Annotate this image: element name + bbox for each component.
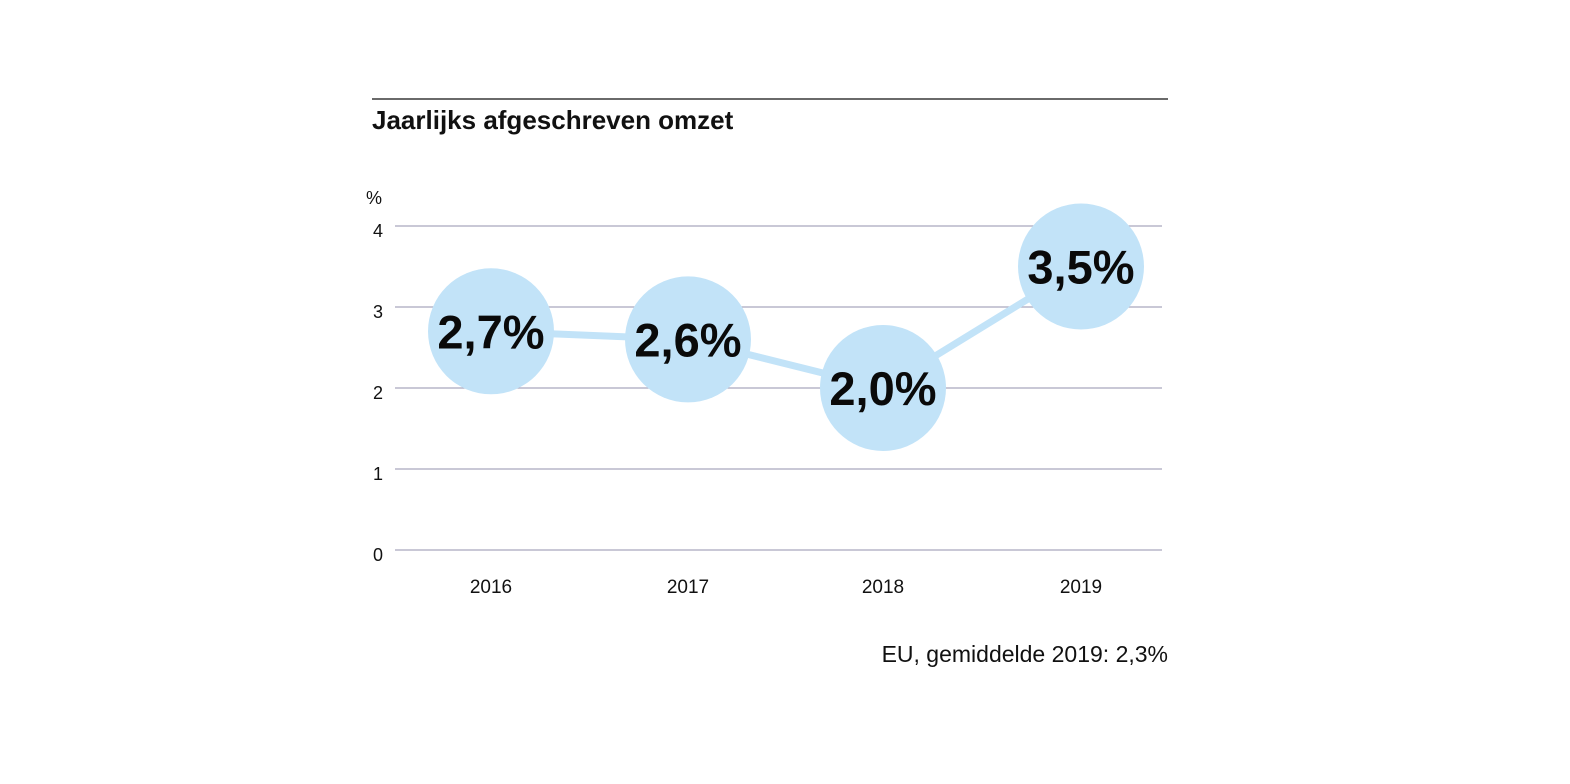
chart-title: Jaarlijks afgeschreven omzet [372, 105, 734, 135]
y-axis-unit-label: % [366, 188, 382, 208]
y-tick-label-2: 2 [373, 383, 383, 403]
data-point-2018: 2,0% [820, 325, 946, 451]
y-tick-label-4: 4 [373, 221, 383, 241]
y-tick-label-0: 0 [373, 545, 383, 565]
x-tick-label-2019: 2019 [1060, 577, 1102, 598]
data-point-bubble-2018 [820, 325, 946, 451]
y-tick-label-3: 3 [373, 302, 383, 322]
data-point-2017: 2,6% [625, 276, 751, 403]
data-point-2016: 2,7% [428, 268, 554, 395]
data-label-2019: 3,5% [1027, 241, 1134, 294]
data-label-2018: 2,0% [829, 362, 936, 415]
x-tick-label-2017: 2017 [667, 577, 709, 598]
data-point-bubble-2019 [1018, 203, 1144, 330]
y-tick-label-1: 1 [373, 464, 383, 484]
data-points: 2,7% 2,6% 2,0% 3,5% [428, 203, 1144, 451]
data-point-bubble-2017 [625, 276, 751, 403]
y-axis-ticks: 0 1 2 3 4 [373, 221, 383, 565]
x-axis-ticks: 2016 2017 2018 2019 [470, 577, 1102, 598]
data-label-2016: 2,7% [437, 305, 544, 358]
x-tick-label-2016: 2016 [470, 577, 512, 598]
series-line [487, 263, 1085, 392]
data-point-2019: 3,5% [1018, 203, 1144, 330]
footnote: EU, gemiddelde 2019: 2,3% [882, 641, 1168, 667]
data-label-2017: 2,6% [634, 313, 741, 366]
data-point-bubble-2016 [428, 268, 554, 395]
x-tick-label-2018: 2018 [862, 577, 904, 598]
